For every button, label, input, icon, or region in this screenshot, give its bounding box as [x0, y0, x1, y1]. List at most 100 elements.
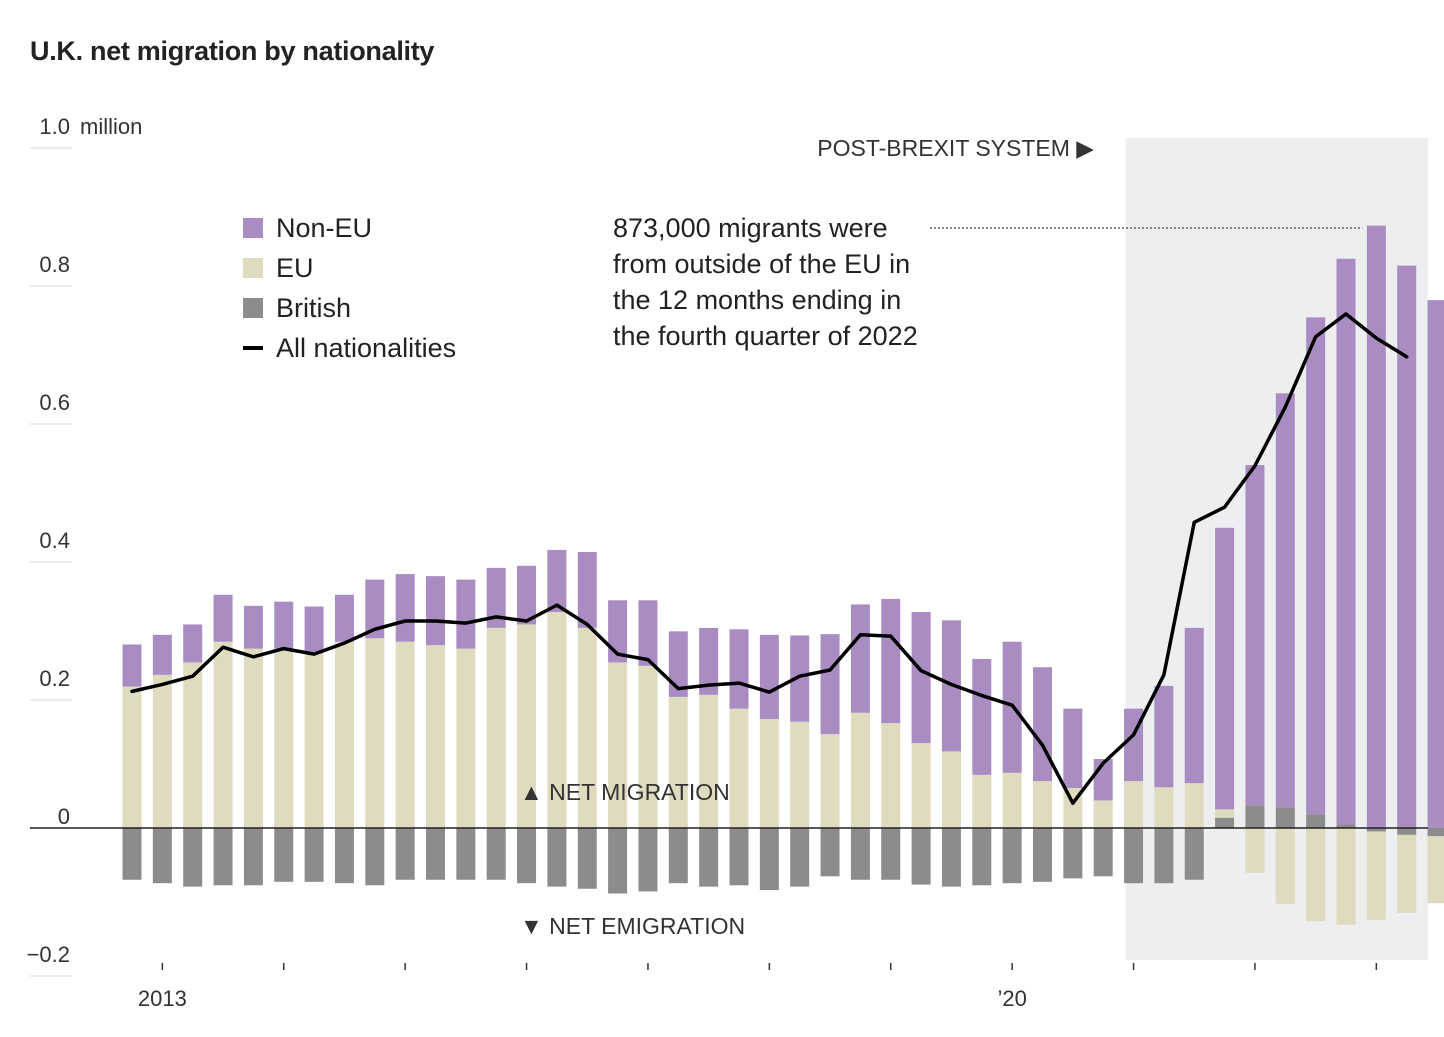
- bar-british: [577, 828, 597, 889]
- bar-non-eu: [729, 629, 749, 709]
- callout-text: 873,000 migrants were: [613, 213, 888, 243]
- bar-british: [1184, 828, 1204, 880]
- bar-eu: [1397, 834, 1417, 913]
- bar-eu: [365, 638, 385, 828]
- bar-non-eu: [668, 631, 688, 697]
- bar-eu: [517, 624, 537, 828]
- y-tick-label: 0.6: [39, 390, 70, 415]
- chart-title: U.K. net migration by nationality: [30, 36, 435, 66]
- bar-non-eu: [122, 644, 142, 687]
- bar-non-eu: [638, 600, 658, 666]
- bar-british: [1033, 828, 1052, 882]
- y-tick-label: 0: [58, 804, 70, 829]
- y-tick-label: 0.4: [39, 528, 70, 553]
- bar-british: [243, 828, 263, 886]
- y-tick-label: −0.2: [27, 942, 70, 967]
- bar-non-eu: [274, 601, 294, 649]
- bar-non-eu: [759, 634, 779, 719]
- bar-eu: [1366, 831, 1386, 920]
- net-emigration-label: ▼ NET EMIGRATION: [520, 913, 745, 939]
- y-tick-label: 1.0: [39, 114, 70, 139]
- bar-british: [1154, 828, 1174, 884]
- bar-non-eu: [395, 574, 415, 642]
- bar-non-eu: [1366, 225, 1386, 828]
- bar-british: [1124, 828, 1144, 884]
- x-tick-label: ’20: [997, 986, 1026, 1011]
- legend-label: British: [276, 293, 351, 323]
- bar-british: [668, 828, 688, 884]
- bar-british: [1002, 828, 1022, 884]
- bar-non-eu: [426, 576, 445, 646]
- bar-british: [1245, 805, 1265, 828]
- bar-non-eu: [486, 567, 506, 628]
- bar-eu: [274, 648, 294, 828]
- bar-eu: [699, 694, 719, 828]
- bar-non-eu: [881, 598, 901, 724]
- bar-eu: [1184, 783, 1204, 828]
- y-tick-label: 0.2: [39, 666, 70, 691]
- bar-british: [547, 828, 567, 887]
- callout-text: from outside of the EU in: [613, 249, 910, 279]
- bar-eu: [850, 712, 870, 828]
- bar-non-eu: [517, 565, 537, 625]
- bar-british: [213, 828, 233, 886]
- bar-british: [608, 828, 628, 894]
- bar-eu: [1033, 781, 1052, 828]
- y-tick-label: 0.8: [39, 252, 70, 277]
- bar-eu: [183, 662, 203, 828]
- bar-eu: [729, 708, 749, 828]
- bar-non-eu: [608, 600, 628, 663]
- callout-text: the 12 months ending in: [613, 285, 901, 315]
- bar-non-eu: [456, 579, 476, 649]
- bar-eu: [1275, 828, 1295, 904]
- bar-non-eu: [1306, 317, 1326, 815]
- bar-non-eu: [1154, 685, 1174, 788]
- bar-eu: [243, 648, 263, 828]
- bar-british: [152, 828, 172, 884]
- bar-british: [304, 828, 324, 882]
- bar-british: [486, 828, 506, 880]
- bar-british: [1063, 828, 1083, 879]
- net-migration-label: ▲ NET MIGRATION: [520, 779, 730, 805]
- bar-eu: [1245, 828, 1265, 873]
- bar-british: [638, 828, 658, 892]
- bar-british: [334, 828, 354, 884]
- bar-british: [972, 828, 992, 886]
- bar-non-eu: [547, 549, 567, 613]
- bar-non-eu: [911, 612, 931, 744]
- bar-non-eu: [699, 627, 719, 695]
- legend-swatch: [243, 298, 263, 318]
- bar-british: [729, 828, 749, 886]
- bar-non-eu: [1184, 627, 1204, 784]
- bar-british: [911, 828, 931, 885]
- bar-non-eu: [1033, 667, 1052, 782]
- bar-non-eu: [183, 624, 203, 663]
- bar-non-eu: [1215, 527, 1235, 810]
- line-all-nationalities: [130, 312, 1409, 805]
- bar-british: [1397, 828, 1417, 835]
- bar-non-eu: [1275, 393, 1295, 808]
- bar-non-eu: [820, 634, 840, 735]
- bar-non-eu: [152, 634, 172, 675]
- bar-british: [850, 828, 870, 880]
- bar-eu: [122, 686, 142, 828]
- bar-british: [1366, 828, 1386, 832]
- bar-eu: [972, 774, 992, 828]
- bar-british: [395, 828, 415, 880]
- bar-british: [1275, 807, 1295, 828]
- bar-eu: [1093, 800, 1113, 828]
- bar-eu: [334, 641, 354, 828]
- bar-eu: [152, 674, 172, 828]
- bar-british: [881, 828, 901, 880]
- bar-non-eu: [243, 605, 263, 649]
- bar-eu: [1154, 787, 1174, 828]
- bar-eu: [820, 734, 840, 828]
- bar-eu: [547, 612, 567, 828]
- legend-label: All nationalities: [276, 333, 456, 363]
- legend-swatch: [243, 258, 263, 278]
- bar-non-eu: [1397, 265, 1417, 828]
- bar-british: [1336, 824, 1356, 828]
- bar-eu: [213, 641, 233, 828]
- bar-eu: [1124, 781, 1144, 828]
- bar-eu: [881, 723, 901, 828]
